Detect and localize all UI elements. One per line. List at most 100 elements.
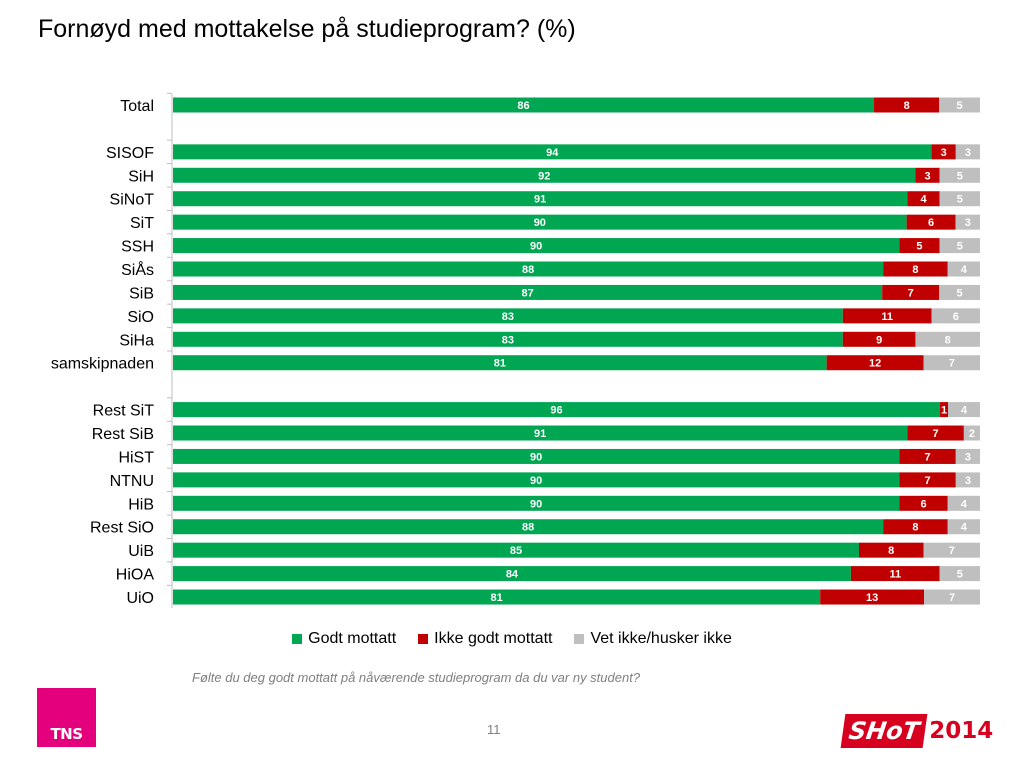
bar-vet	[923, 355, 980, 371]
data-label-godt: 96	[550, 405, 562, 417]
bar-godt	[173, 191, 908, 207]
data-label-godt: 91	[534, 194, 546, 206]
bar-ikke	[850, 566, 940, 582]
data-label-godt: 90	[534, 217, 546, 229]
data-label-vet: 4	[961, 405, 968, 417]
bars-group: 86 8 594 3 392 3 591 4 590 6 390 5 588 8 487 7 583 11 683 9…	[173, 97, 980, 605]
bar-vet	[955, 472, 980, 488]
bar-vet	[955, 214, 980, 230]
bar-ikke	[899, 238, 940, 254]
data-label-godt: 84	[506, 569, 519, 581]
data-label-ikke: 12	[869, 358, 881, 370]
tns-logo-text: TNS	[50, 725, 83, 743]
legend-swatch-ikke	[418, 634, 429, 644]
data-label-vet: 6	[953, 311, 959, 323]
category-label: HiOA	[116, 567, 155, 584]
data-label-ikke: 8	[912, 264, 918, 276]
category-label: samskipnaden	[51, 356, 154, 373]
bar-godt	[173, 331, 843, 347]
data-label-vet: 4	[961, 498, 968, 510]
category-label: SiO	[127, 309, 154, 326]
bar-godt	[173, 144, 932, 160]
category-label: Rest SiT	[93, 403, 155, 420]
legend-item-vet: Vet ikke/husker ikke	[574, 630, 732, 648]
category-label: SISOF	[106, 145, 154, 162]
stacked-bar-chart: 86 8 594 3 392 3 591 4 590 6 390 5 588 8 487 7 583 11 683 9…	[51, 92, 980, 608]
bar-vet	[955, 448, 980, 464]
bar-godt	[173, 355, 827, 371]
bar-vet	[947, 495, 980, 511]
data-label-godt: 94	[546, 147, 559, 159]
data-label-vet: 5	[957, 287, 963, 299]
data-label-godt: 88	[522, 522, 534, 534]
bar-ikke	[899, 472, 956, 488]
bar-vet	[939, 167, 980, 183]
bar-ikke	[899, 495, 948, 511]
bar-ikke	[882, 284, 940, 300]
category-label: SiÅs	[121, 260, 154, 279]
bar-ikke	[940, 402, 949, 418]
bar-vet	[923, 542, 980, 558]
bar-godt	[173, 542, 859, 558]
tns-logo: TNS	[37, 688, 96, 747]
bar-godt	[173, 402, 941, 418]
data-label-ikke: 7	[908, 287, 914, 299]
data-label-ikke: 3	[941, 147, 947, 159]
data-label-vet: 5	[957, 241, 963, 253]
data-label-ikke: 6	[920, 498, 926, 510]
bar-vet	[955, 144, 980, 160]
data-label-ikke: 11	[881, 311, 893, 323]
data-label-vet: 4	[961, 264, 968, 276]
bar-vet	[939, 284, 980, 300]
category-label: SSH	[121, 239, 154, 256]
bar-vet	[924, 589, 980, 605]
legend-swatch-godt	[292, 634, 303, 644]
category-label: Total	[120, 98, 154, 115]
shot-logo-text: SHoT	[840, 714, 928, 748]
bar-vet	[939, 566, 980, 582]
data-label-godt: 90	[530, 475, 542, 487]
data-label-vet: 3	[965, 147, 971, 159]
page-number: 11	[487, 722, 501, 737]
bar-godt	[173, 425, 908, 441]
category-label: Rest SiO	[90, 520, 154, 537]
bar-ikke	[842, 308, 932, 324]
bar-ikke	[826, 355, 924, 371]
survey-question: Følte du deg godt mottatt på nåværende s…	[192, 670, 641, 685]
data-label-ikke: 8	[912, 522, 918, 534]
data-label-ikke: 4	[920, 194, 927, 206]
data-label-vet: 3	[965, 475, 971, 487]
shot-logo-year: 2014	[929, 718, 994, 744]
data-label-vet: 5	[957, 100, 963, 112]
data-label-vet: 7	[949, 545, 955, 557]
bar-vet	[939, 238, 980, 254]
category-label: SiB	[129, 285, 154, 302]
bar-ikke	[842, 331, 916, 347]
bar-ikke	[858, 542, 924, 558]
data-label-godt: 85	[510, 545, 522, 557]
data-label-vet: 5	[957, 569, 963, 581]
data-label-godt: 90	[530, 451, 542, 463]
category-label: SiHa	[119, 332, 154, 349]
data-label-ikke: 1	[941, 405, 947, 417]
data-label-vet: 5	[957, 194, 963, 206]
bar-godt	[173, 284, 883, 300]
bar-godt	[173, 448, 900, 464]
bar-ikke	[899, 448, 956, 464]
category-label: Rest SiB	[92, 426, 154, 443]
bar-ikke	[820, 589, 925, 605]
data-label-vet: 7	[949, 358, 955, 370]
bar-godt	[173, 589, 821, 605]
data-label-ikke: 6	[928, 217, 934, 229]
data-label-vet: 3	[965, 451, 971, 463]
bar-ikke	[883, 261, 948, 277]
data-label-godt: 90	[530, 241, 542, 253]
bar-godt	[173, 214, 907, 230]
category-label: SiH	[128, 168, 154, 185]
data-label-godt: 87	[521, 287, 533, 299]
data-label-godt: 83	[502, 311, 514, 323]
data-label-vet: 5	[957, 170, 963, 182]
bar-ikke	[883, 519, 948, 535]
bar-vet	[963, 425, 980, 441]
legend-item-ikke: Ikke godt mottatt	[418, 630, 552, 648]
